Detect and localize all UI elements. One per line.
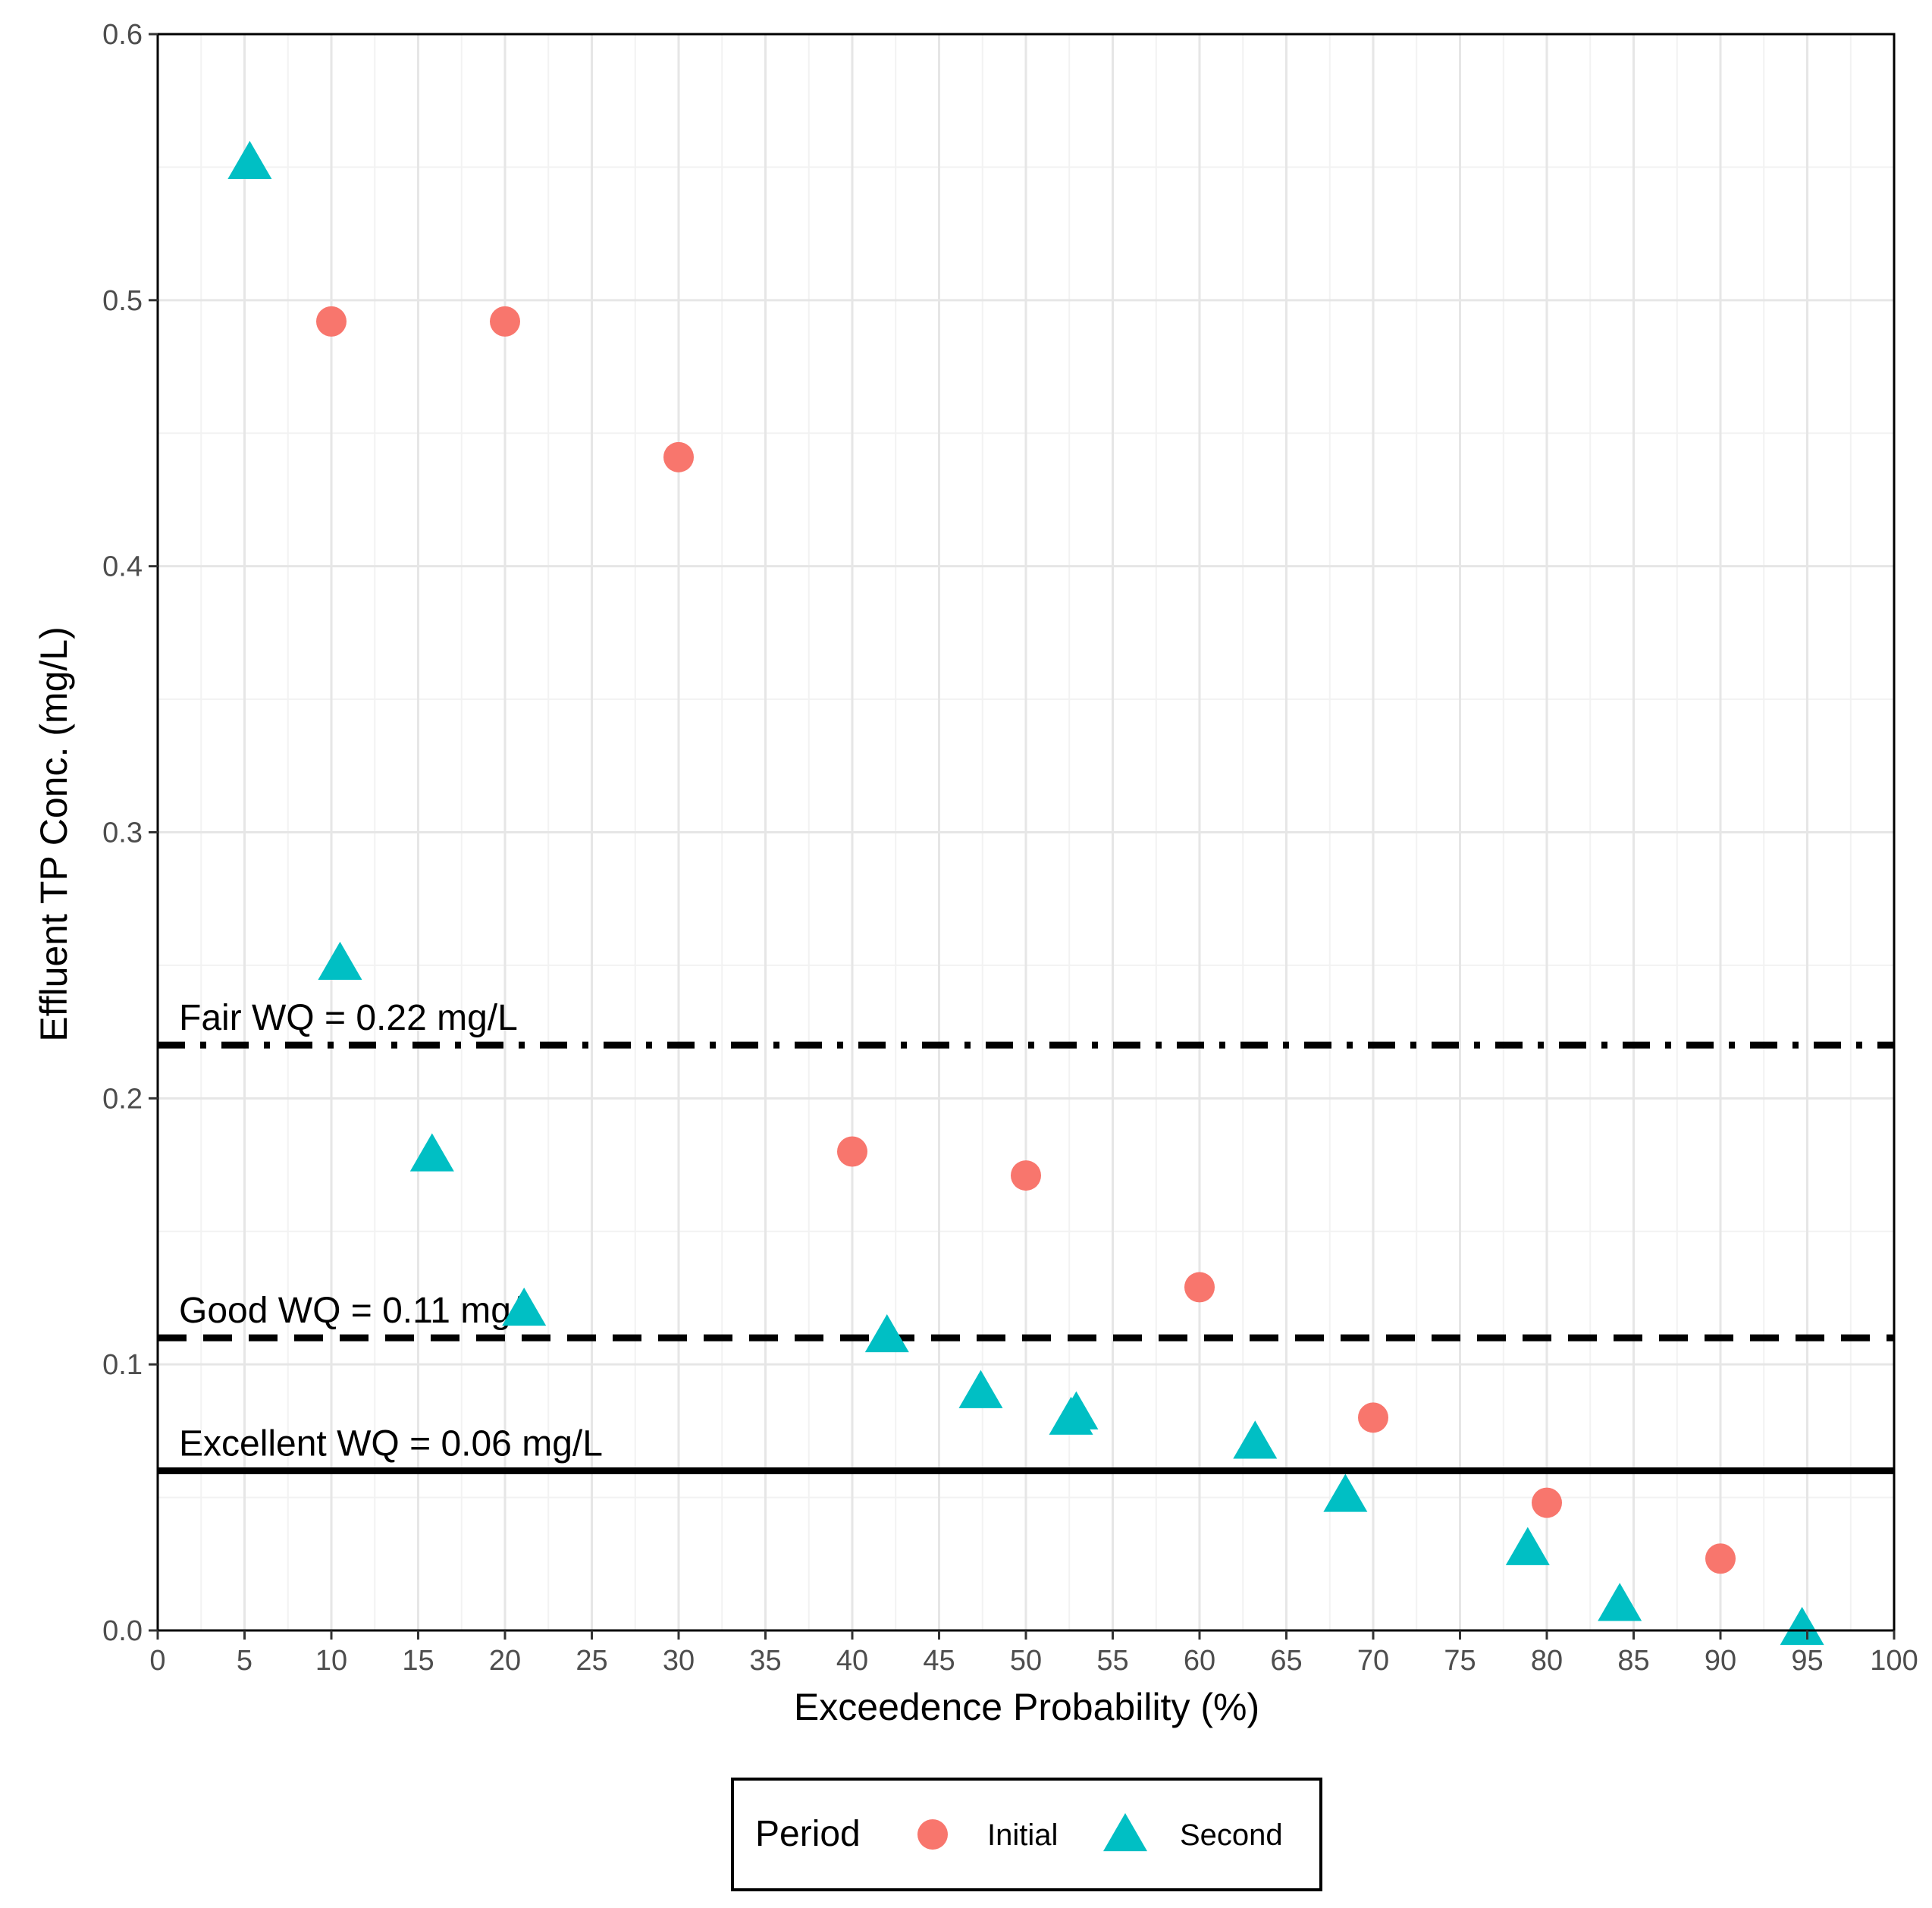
- data-points: [227, 140, 1824, 1646]
- point-second: [1598, 1583, 1642, 1621]
- x-tick-label: 0: [149, 1645, 165, 1677]
- x-tick-label: 65: [1270, 1645, 1302, 1677]
- x-tick-label: 30: [663, 1645, 695, 1677]
- major-gridlines: [156, 33, 1896, 1632]
- x-tick-label: 60: [1184, 1645, 1215, 1677]
- point-initial: [1705, 1543, 1736, 1574]
- point-second: [1780, 1606, 1824, 1646]
- point-initial: [1532, 1487, 1562, 1518]
- y-axis-title: Effluent TP Conc. (mg/L): [33, 626, 75, 1042]
- x-tick-label: 15: [402, 1645, 434, 1677]
- point-initial: [663, 441, 694, 472]
- point-second: [1505, 1527, 1550, 1565]
- legend-marker-initial: [917, 1819, 948, 1850]
- x-axis-title: Exceedence Probability (%): [794, 1686, 1259, 1728]
- point-initial: [1011, 1160, 1041, 1191]
- y-tick-label: 0.3: [102, 817, 143, 849]
- y-tick-label: 0.6: [102, 19, 143, 51]
- x-tick-label: 10: [315, 1645, 347, 1677]
- x-tick-label: 75: [1444, 1645, 1476, 1677]
- legend-box: [731, 1778, 1322, 1891]
- x-tick-label: 70: [1357, 1645, 1389, 1677]
- point-second: [1233, 1420, 1278, 1459]
- point-second: [1054, 1391, 1099, 1429]
- point-initial: [837, 1136, 867, 1167]
- point-initial: [316, 306, 347, 337]
- x-tick-label: 40: [836, 1645, 868, 1677]
- point-second: [502, 1287, 547, 1326]
- legend-label-initial: Initial: [987, 1819, 1058, 1852]
- x-axis-ticks: 0 5 10 15 20 25 30 35 40 45 50 55 60 65 70 75 80 85 90 95 10…: [149, 1630, 1918, 1677]
- x-tick-label: 80: [1531, 1645, 1563, 1677]
- y-tick-label: 0.1: [102, 1349, 143, 1381]
- y-tick-label: 0.4: [102, 551, 143, 583]
- legend-label-second: Second: [1180, 1819, 1283, 1852]
- x-tick-label: 35: [749, 1645, 781, 1677]
- y-tick-label: 0.2: [102, 1083, 143, 1115]
- legend-title: Period: [755, 1814, 861, 1854]
- x-tick-label: 50: [1010, 1645, 1042, 1677]
- y-axis-ticks: 0.0 0.1 0.2 0.3 0.4 0.5 0.6: [102, 19, 158, 1647]
- x-tick-label: 5: [237, 1645, 252, 1677]
- x-tick-label: 85: [1617, 1645, 1649, 1677]
- reference-lines: Fair WQ = 0.22 mg/L Good WQ = 0.11 mg/L Ex…: [158, 998, 1894, 1474]
- legend: Period Initial Second: [731, 1778, 1322, 1891]
- point-second: [958, 1370, 1003, 1408]
- point-second: [864, 1313, 909, 1353]
- x-tick-label: 95: [1791, 1645, 1823, 1677]
- reference-line-label: Excellent WQ = 0.06 mg/L: [179, 1424, 603, 1464]
- reference-line-label: Good WQ = 0.11 mg/L: [179, 1291, 541, 1331]
- x-tick-label: 90: [1705, 1645, 1736, 1677]
- point-second: [1323, 1473, 1368, 1512]
- point-initial: [1184, 1272, 1215, 1303]
- point-second: [318, 941, 362, 981]
- point-second: [227, 140, 272, 179]
- point-initial: [1358, 1402, 1388, 1433]
- y-tick-label: 0.0: [102, 1615, 143, 1647]
- point-second: [409, 1133, 454, 1172]
- x-tick-label: 55: [1096, 1645, 1128, 1677]
- x-tick-label: 45: [923, 1645, 955, 1677]
- legend-marker-second: [1103, 1812, 1147, 1852]
- x-tick-label: 20: [489, 1645, 521, 1677]
- reference-line-label: Fair WQ = 0.22 mg/L: [179, 998, 518, 1038]
- point-initial: [490, 306, 520, 337]
- x-tick-label: 100: [1870, 1645, 1918, 1677]
- y-tick-label: 0.5: [102, 285, 143, 317]
- x-tick-label: 25: [576, 1645, 607, 1677]
